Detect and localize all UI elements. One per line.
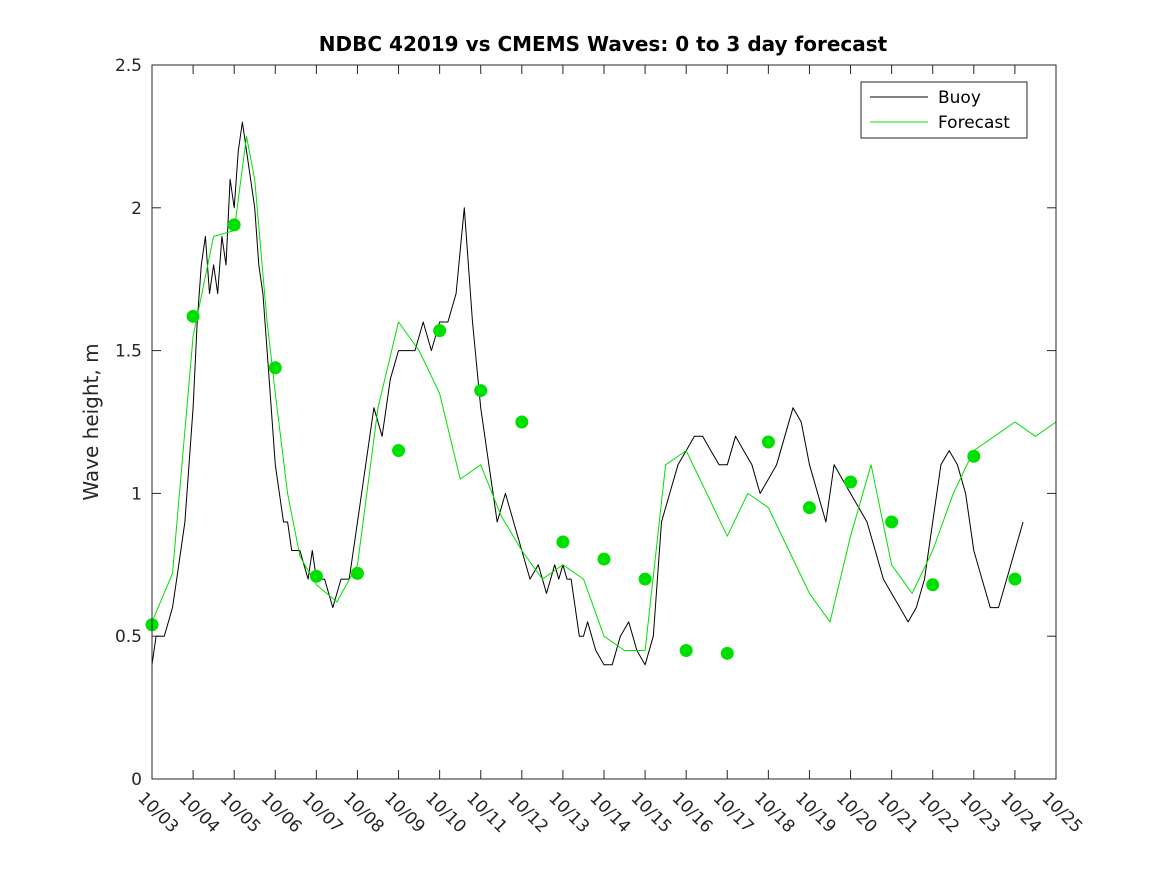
forecast-marker (350, 566, 364, 580)
forecast-marker (967, 449, 981, 463)
forecast-marker (474, 384, 488, 398)
forecast-marker (638, 572, 652, 586)
y-tick-label: 0 (131, 770, 142, 790)
forecast-marker (679, 643, 693, 657)
y-tick-label: 1 (131, 484, 142, 504)
forecast-marker (885, 515, 899, 529)
y-tick-label: 2.5 (115, 56, 142, 76)
y-tick-label: 0.5 (115, 627, 142, 647)
forecast-marker (844, 475, 858, 489)
legend-box (860, 81, 1028, 139)
forecast-marker (761, 435, 775, 449)
forecast-marker (802, 501, 816, 515)
y-axis-label: Wave height, m (79, 343, 103, 500)
forecast-marker (515, 415, 529, 429)
forecast-marker (227, 218, 241, 232)
forecast-marker (597, 552, 611, 566)
y-tick-label: 2 (131, 199, 142, 219)
forecast-marker (268, 361, 282, 375)
forecast-marker (556, 535, 570, 549)
forecast-marker (433, 324, 447, 338)
y-tick-label: 1.5 (115, 342, 142, 362)
legend-label-forecast: Forecast (938, 113, 1010, 133)
legend: Buoy Forecast (860, 81, 1028, 139)
forecast-marker (392, 444, 406, 458)
legend-label-buoy: Buoy (938, 88, 981, 108)
forecast-marker (926, 578, 940, 592)
forecast-marker (309, 569, 323, 583)
series-line-forecast (151, 135, 1057, 651)
forecast-marker (1008, 572, 1022, 586)
forecast-marker (720, 646, 734, 660)
chart-title: NDBC 42019 vs CMEMS Waves: 0 to 3 day fo… (319, 32, 888, 56)
y-axis: 0 0.5 1 1.5 2 2.5 (115, 56, 1056, 790)
forecast-marker (186, 309, 200, 323)
plot-area (152, 65, 1056, 779)
